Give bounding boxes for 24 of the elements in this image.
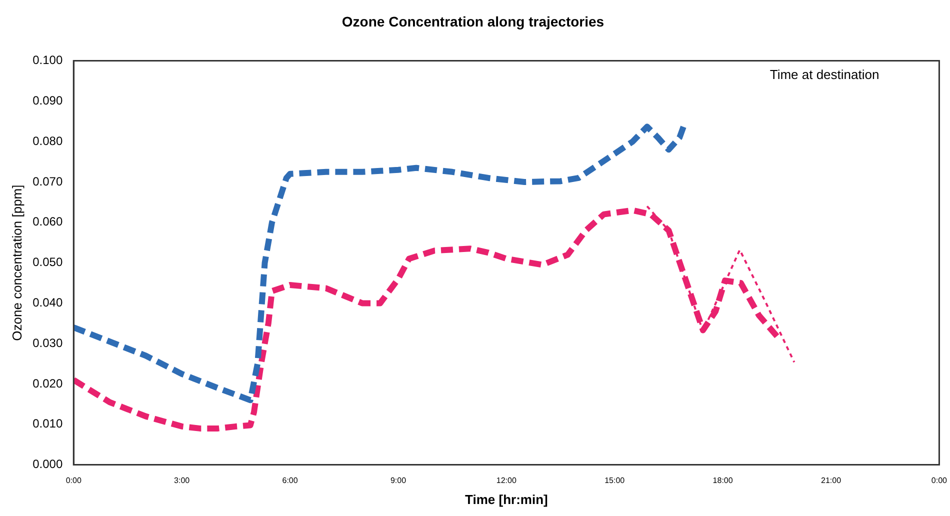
y-tick-label: 0.040 (32, 296, 63, 310)
y-tick-label: 0.100 (32, 53, 63, 68)
y-tick-label: 0.020 (32, 376, 63, 390)
x-tick-label: 0:00 (66, 476, 82, 485)
y-tick-label: 0.080 (32, 134, 63, 148)
chart-title: Ozone Concentration along trajectories (342, 13, 604, 30)
y-tick-label: 0.060 (32, 214, 63, 229)
x-tick-label: 6:00 (282, 476, 298, 485)
x-tick-label: 18:00 (712, 476, 734, 485)
x-tick-label: 21:00 (821, 476, 842, 485)
x-tick-label: 0:00 (931, 476, 948, 485)
x-axis-title: Time [hr:min] (465, 492, 548, 507)
annotation: Time at destination (770, 66, 880, 82)
x-tick-label: 12:00 (496, 476, 517, 485)
y-tick-label: 0.030 (32, 336, 63, 350)
y-tick-label: 0.070 (32, 174, 63, 188)
x-tick-label: 3:00 (174, 476, 190, 485)
y-tick-label: 0.010 (32, 416, 63, 431)
y-tick-label: 0.090 (32, 94, 63, 108)
x-tick-label: 15:00 (604, 476, 626, 485)
y-tick-label: 0.050 (32, 255, 63, 270)
x-tick-label: 9:00 (390, 476, 407, 485)
y-tick-label: 0.000 (32, 457, 63, 472)
y-axis-title: Ozone concentration [ppm] (9, 184, 24, 341)
